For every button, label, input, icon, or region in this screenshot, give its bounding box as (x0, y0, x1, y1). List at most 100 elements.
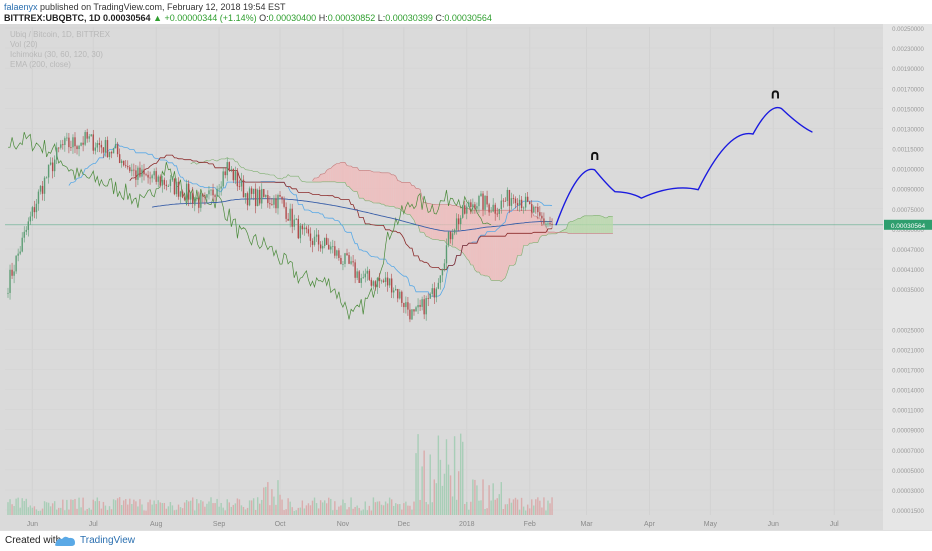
volume-bar (537, 497, 539, 515)
price-tick-label: 0.00003000 (892, 489, 924, 495)
candle-body (453, 229, 456, 234)
cloud-segment (387, 172, 390, 207)
candle-body (261, 189, 263, 204)
volume-bar (220, 503, 222, 515)
volume-bar (214, 503, 216, 515)
volume-bar (474, 479, 476, 515)
candle-body (433, 288, 435, 298)
candle-body (206, 194, 208, 198)
candle-body (232, 168, 235, 181)
candle-body (303, 227, 306, 230)
cloud-segment (361, 170, 364, 199)
volume-bar (204, 506, 206, 515)
volume-bar (502, 508, 505, 515)
volume-bar (309, 505, 312, 515)
volume-bar (526, 504, 529, 515)
volume-bar (488, 485, 490, 515)
cloud-segment (391, 174, 394, 207)
candle-body (415, 307, 417, 312)
candle-body (506, 189, 509, 201)
volume-bar (259, 503, 261, 515)
volume-bar (464, 503, 466, 515)
legend-ema[interactable]: EMA (200, close) (10, 60, 71, 69)
legend-ichimoku[interactable]: Ichimoku (30, 60, 120, 30) (10, 50, 103, 59)
volume-bar (429, 454, 431, 515)
candle-body (305, 227, 308, 230)
candle-body (53, 159, 56, 172)
cloud-segment (452, 205, 455, 248)
candle-body (212, 189, 214, 196)
candle-body (11, 269, 13, 276)
volume-bar (486, 508, 488, 515)
volume-bar (352, 508, 354, 515)
volume-bar (366, 510, 369, 515)
candle-body (80, 142, 82, 146)
candle-body (466, 206, 468, 214)
volume-bar (340, 505, 342, 515)
time-tick-label: Dec (398, 521, 411, 528)
tradingview-brand[interactable]: TradingView (80, 535, 136, 546)
volume-bar (409, 505, 411, 515)
volume-bar (198, 503, 200, 515)
peak-marker-icon: ∩ (589, 148, 600, 164)
author-link[interactable]: falaenyx (4, 2, 38, 12)
candle-body (354, 262, 356, 278)
cloud-segment (604, 217, 607, 234)
volume-bar (35, 509, 38, 515)
candle-body (480, 193, 482, 196)
candle-body (386, 277, 389, 286)
candle-body (533, 206, 535, 213)
cloud-segment (334, 163, 337, 183)
candle-body (242, 179, 245, 198)
candle-body (179, 191, 182, 197)
cloud-segment (314, 178, 317, 183)
projection-drawing[interactable]: ∩∩ (555, 87, 813, 226)
cloud-segment (533, 216, 536, 243)
candle-body (66, 137, 68, 139)
candle-body (167, 185, 170, 187)
price-axis[interactable]: 0.00250000 0.00230000 0.00190000 0.00170000… (884, 27, 932, 515)
volume-bar (127, 504, 129, 515)
candle-body (374, 281, 377, 287)
cloud-segment (407, 182, 410, 215)
cloud-segment (523, 210, 526, 246)
candle-body (100, 144, 103, 148)
volume-bar (321, 502, 324, 515)
cloud-segment (347, 165, 350, 187)
volume-bar (206, 503, 208, 515)
candle-body (70, 147, 72, 148)
candle-body (265, 195, 267, 197)
candle-body (417, 304, 419, 308)
candle-body (254, 188, 257, 207)
candle-body (455, 218, 458, 230)
price-tick-label: 0.00009000 (892, 429, 924, 435)
legend-volume[interactable]: Vol (20) (10, 40, 38, 49)
indicator-lines (7, 131, 613, 320)
candle-body (547, 222, 549, 224)
volume-bar (518, 509, 521, 515)
time-tick-label: 2018 (459, 521, 475, 528)
candle-body (252, 188, 255, 194)
volume-bar (112, 499, 115, 515)
candle-body (462, 205, 464, 218)
candle-body (545, 223, 547, 225)
volume-bar (494, 499, 496, 515)
grid (5, 27, 883, 515)
candle-body (141, 169, 143, 177)
candle-body (149, 177, 151, 179)
candle-body (151, 175, 153, 179)
cloud-segment (393, 174, 396, 209)
price-chart[interactable]: ∩∩ 0.002500000.002300000.001900000.00170… (0, 24, 932, 530)
tradingview-logo-icon[interactable] (53, 534, 77, 548)
volume-bar (269, 505, 271, 515)
volume-bar (29, 505, 32, 515)
time-axis[interactable]: Jun Jul Aug Sep Oct Nov Dec 2018 Feb Mar Apr May Jun… (27, 521, 839, 528)
ichimoku-cloud (312, 162, 613, 282)
candle-body (332, 246, 334, 248)
volume-bar (531, 499, 533, 515)
volume-bar (135, 501, 137, 515)
candle-body (451, 233, 454, 240)
cloud-segment (468, 208, 471, 265)
volume-bar (236, 498, 239, 515)
candle-body (307, 229, 310, 234)
